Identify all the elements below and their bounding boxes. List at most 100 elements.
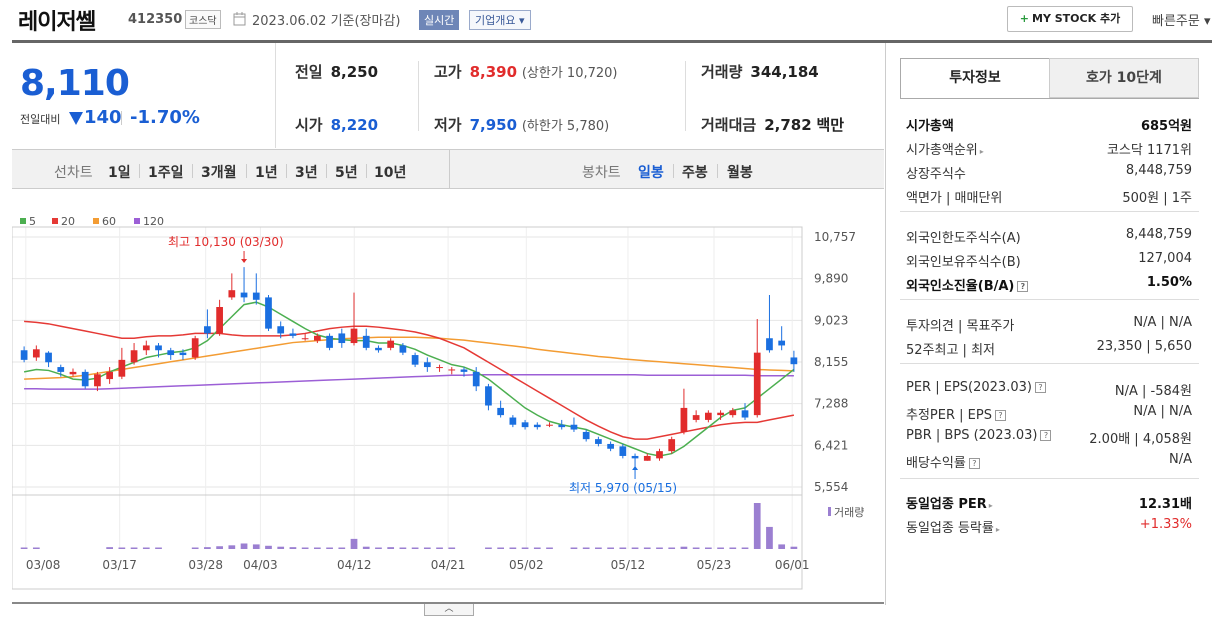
candle-body bbox=[130, 350, 138, 363]
arrow-right-icon[interactable]: ▸ bbox=[995, 525, 1000, 534]
arrow-right-icon[interactable]: ▸ bbox=[988, 501, 993, 510]
help-icon[interactable]: ? bbox=[1040, 430, 1052, 441]
candle-body bbox=[570, 424, 578, 430]
x-tick-label: 03/08 bbox=[26, 558, 61, 572]
volume-bar bbox=[362, 546, 370, 549]
info-row[interactable]: 외국인소진율(B/A)? 1.50% bbox=[906, 273, 1192, 295]
candle-body bbox=[704, 412, 712, 420]
info-row-value: N/A | N/A bbox=[1133, 404, 1192, 419]
period-5y[interactable]: 5년 bbox=[335, 165, 358, 181]
help-icon[interactable]: ? bbox=[1017, 281, 1029, 292]
realtime-button[interactable]: 실시간 bbox=[419, 10, 460, 30]
info-row-value: +1.33% bbox=[1139, 517, 1192, 532]
stock-chart[interactable]: 10,757 9,890 9,023 8,155 7,288 6,421 5,554 5 20 6… bbox=[11, 189, 884, 599]
volume-bar bbox=[741, 547, 749, 549]
y-tick-label: 9,890 bbox=[814, 272, 848, 286]
period-1w[interactable]: 1주일 bbox=[148, 165, 184, 181]
help-icon[interactable]: ? bbox=[994, 410, 1006, 421]
info-row-label: PER | EPS(2023.03)? bbox=[906, 380, 1046, 395]
candle-body bbox=[289, 333, 297, 336]
info-row-label: PBR | BPS (2023.03)? bbox=[906, 428, 1052, 443]
stat-divider bbox=[685, 61, 686, 131]
candle-monthly[interactable]: 월봉 bbox=[727, 165, 753, 181]
period-divider bbox=[326, 164, 327, 178]
candle-body bbox=[533, 424, 541, 428]
volume-bar bbox=[338, 547, 346, 549]
volume-bar bbox=[570, 547, 578, 549]
period-1y[interactable]: 1년 bbox=[255, 165, 278, 181]
legend-swatch bbox=[52, 218, 58, 224]
candle-body bbox=[717, 412, 724, 416]
candle-daily[interactable]: 일봉 bbox=[638, 165, 664, 181]
period-10y[interactable]: 10년 bbox=[374, 165, 407, 181]
candle-body bbox=[362, 335, 370, 348]
change-divider bbox=[121, 111, 122, 125]
arrow-right-icon[interactable]: ▸ bbox=[979, 147, 984, 156]
quick-order-dropdown[interactable]: 빠른주문 ▾ bbox=[1152, 14, 1211, 29]
candlestick-chart: 10,757 9,890 9,023 8,155 7,288 6,421 5,554 5 20 6… bbox=[11, 215, 864, 590]
y-tick-label: 10,757 bbox=[814, 230, 856, 244]
candle-body bbox=[228, 290, 236, 298]
period-3y[interactable]: 3년 bbox=[295, 165, 318, 181]
info-row[interactable]: 시가총액순위 ▸ 코스닥 1171위 bbox=[906, 137, 1192, 159]
volume-bar bbox=[546, 547, 553, 549]
help-icon[interactable]: ? bbox=[1034, 382, 1046, 393]
x-tick-label: 04/21 bbox=[431, 558, 466, 572]
candle-weekly[interactable]: 주봉 bbox=[682, 165, 708, 181]
info-row-value: 685억원 bbox=[1140, 119, 1192, 134]
volume-legend-swatch bbox=[828, 507, 831, 516]
period-1d[interactable]: 1일 bbox=[108, 165, 131, 181]
volume-bar bbox=[265, 545, 272, 549]
investment-info-panel: 투자정보 호가 10단계 시가총액 685억원 시가총액순위 ▸ 코스닥 1171위 상장… bbox=[885, 43, 1212, 605]
info-row[interactable]: 배당수익률? N/A bbox=[906, 450, 1192, 472]
info-row[interactable]: PBR | BPS (2023.03)? 2.00배 | 4,058원 bbox=[906, 426, 1192, 448]
add-my-stock-button[interactable]: + MY STOCK 추가 bbox=[1007, 6, 1133, 32]
volume-bar bbox=[204, 547, 211, 549]
tab-investment-info[interactable]: 투자정보 bbox=[900, 58, 1050, 98]
period-bar-split bbox=[449, 150, 450, 188]
company-overview-dropdown[interactable]: 기업개요 ▾ bbox=[469, 10, 531, 30]
collapse-chart-button[interactable]: ︿ bbox=[424, 604, 474, 616]
info-row-value: N/A bbox=[1169, 452, 1192, 467]
candle-body bbox=[619, 446, 627, 456]
candle-body bbox=[94, 374, 101, 387]
header-bar: 레이저쎌 412350 코스닥 2023.06.02 기준(장마감) 실시간 기… bbox=[0, 0, 1217, 40]
info-row[interactable]: 추정PER | EPS? N/A | N/A bbox=[906, 402, 1192, 424]
candle-body bbox=[668, 439, 676, 452]
candle-body bbox=[313, 335, 321, 341]
chart-bottom-rule bbox=[12, 602, 884, 604]
volume-bar bbox=[656, 547, 663, 549]
info-row: 투자의견 | 목표주가 N/A | N/A bbox=[906, 313, 1192, 335]
period-3m[interactable]: 3개월 bbox=[201, 165, 237, 181]
candle-body bbox=[778, 340, 786, 346]
price-stats: 전일 8,250 고가 8,390 (상한가 10,720) 거래량 344,184 … bbox=[277, 43, 883, 148]
candle-body bbox=[142, 345, 150, 351]
volume-bar bbox=[717, 547, 724, 549]
legend-swatch bbox=[134, 218, 140, 224]
volume-bar bbox=[375, 547, 382, 549]
period-divider bbox=[192, 164, 193, 178]
tab-underline bbox=[900, 98, 1199, 99]
legend-swatch bbox=[20, 218, 26, 224]
candle-body bbox=[558, 424, 566, 428]
info-row-label: 상장주식수 bbox=[906, 167, 966, 182]
panel-divider bbox=[900, 299, 1199, 300]
volume-bar bbox=[399, 547, 407, 549]
candle-body bbox=[741, 410, 749, 418]
low-arrow-head bbox=[632, 466, 639, 470]
info-row-value: 12.31배 bbox=[1138, 497, 1192, 512]
candle-body bbox=[497, 407, 505, 416]
x-tick-label: 05/23 bbox=[697, 558, 732, 572]
candle-body bbox=[595, 439, 602, 444]
legend-label: 120 bbox=[143, 215, 164, 228]
info-row[interactable]: PER | EPS(2023.03)? N/A | -584원 bbox=[906, 378, 1192, 400]
tab-order-book[interactable]: 호가 10단계 bbox=[1049, 58, 1199, 98]
info-row[interactable]: 동일업종 등락률 ▸ +1.33% bbox=[906, 515, 1192, 537]
candle-body bbox=[448, 369, 456, 371]
calendar-icon bbox=[233, 12, 246, 26]
plus-icon: + bbox=[1019, 12, 1030, 25]
volume-bar bbox=[692, 547, 700, 549]
help-icon[interactable]: ? bbox=[968, 458, 980, 469]
candle-body bbox=[252, 292, 260, 300]
info-row[interactable]: 동일업종 PER ▸ 12.31배 bbox=[906, 491, 1192, 513]
